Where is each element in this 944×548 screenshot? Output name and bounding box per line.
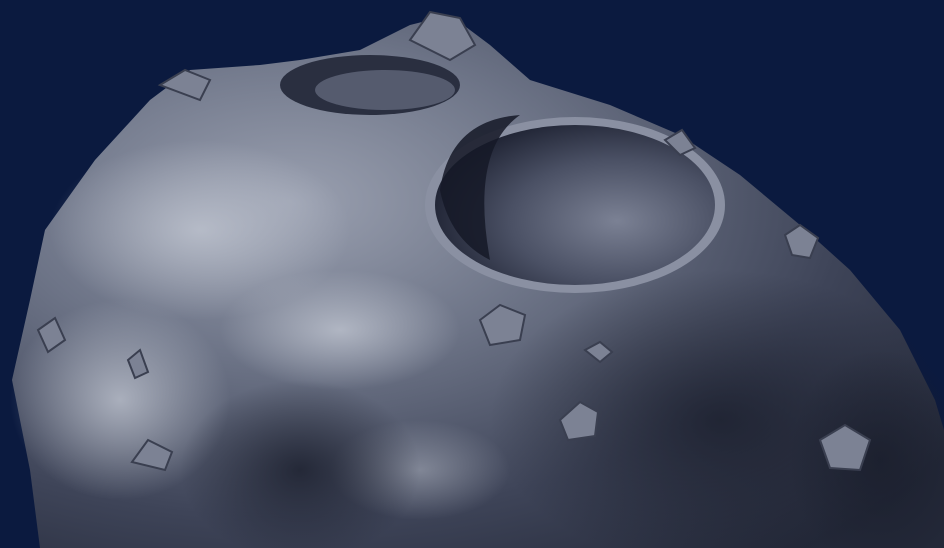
top-crater [280, 55, 460, 115]
boulders [36, 10, 872, 472]
main-crater [425, 115, 725, 293]
shadow-areas [180, 270, 944, 548]
